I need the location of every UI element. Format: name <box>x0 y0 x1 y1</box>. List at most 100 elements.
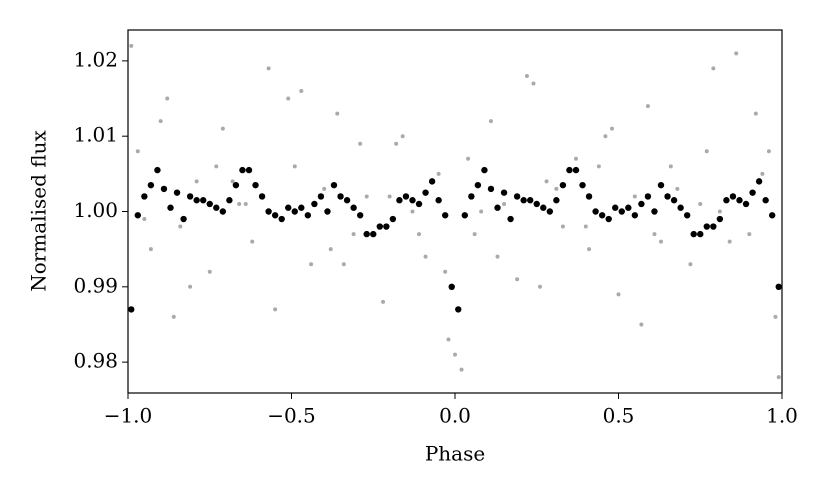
data-point <box>232 181 240 189</box>
data-point <box>370 230 377 238</box>
data-point <box>180 215 187 223</box>
data-point <box>711 66 716 71</box>
data-point <box>230 179 235 184</box>
data-point <box>351 232 356 237</box>
data-point <box>335 111 340 116</box>
data-point <box>167 204 174 211</box>
y-tick-label: 1.01 <box>73 123 118 147</box>
data-point <box>639 322 644 327</box>
data-point <box>704 149 709 154</box>
data-point <box>544 179 549 184</box>
data-point <box>389 215 397 223</box>
data-point <box>697 230 704 238</box>
data-point <box>729 193 737 200</box>
data-point <box>609 126 614 131</box>
data-point <box>402 193 410 200</box>
data-point <box>250 239 255 244</box>
y-axis-label: Normalised flux <box>27 130 51 292</box>
data-point <box>598 212 606 219</box>
data-point <box>644 193 652 200</box>
data-point <box>468 193 475 200</box>
data-point <box>776 375 781 380</box>
data-point <box>428 178 436 185</box>
data-point <box>710 223 717 230</box>
data-point <box>585 193 593 200</box>
data-point <box>448 283 455 291</box>
data-point <box>515 277 520 282</box>
data-point <box>213 204 220 211</box>
data-point <box>670 197 678 204</box>
data-point <box>154 166 161 174</box>
data-point <box>358 141 363 146</box>
data-point <box>311 200 318 208</box>
data-point <box>160 185 168 193</box>
data-point <box>455 306 462 313</box>
data-point <box>322 186 327 191</box>
data-point <box>381 299 386 304</box>
data-point <box>742 200 750 208</box>
data-point <box>727 239 732 244</box>
data-point <box>755 178 763 185</box>
data-point <box>291 208 298 215</box>
data-point <box>657 181 665 189</box>
data-point <box>538 284 543 289</box>
data-point <box>383 223 390 230</box>
data-point <box>135 149 140 154</box>
data-point <box>645 104 650 109</box>
data-point <box>527 197 534 204</box>
data-point <box>749 189 756 196</box>
y-tick-label: 0.98 <box>73 349 118 373</box>
data-point <box>768 212 776 219</box>
data-point <box>142 217 147 222</box>
data-point <box>474 181 482 189</box>
data-point <box>573 156 578 161</box>
data-point <box>612 204 619 211</box>
data-point <box>446 337 451 342</box>
data-point <box>271 212 279 219</box>
data-point <box>186 193 194 200</box>
data-point <box>220 126 225 131</box>
data-point <box>703 223 710 230</box>
data-point <box>734 51 739 56</box>
data-point <box>479 209 484 214</box>
data-point <box>317 193 325 200</box>
data-point <box>400 134 405 139</box>
data-point <box>659 239 664 244</box>
data-point <box>423 254 428 259</box>
data-point <box>207 269 212 274</box>
data-point <box>500 189 508 196</box>
data-point <box>466 156 471 161</box>
data-point <box>417 232 422 237</box>
data-point <box>487 185 495 193</box>
data-point <box>134 212 142 219</box>
data-point <box>273 307 278 312</box>
data-point <box>664 193 671 200</box>
data-point <box>178 224 183 229</box>
x-tick-label: −0.5 <box>267 404 316 428</box>
data-point <box>760 171 765 176</box>
data-point <box>625 204 632 211</box>
data-point <box>328 247 333 252</box>
data-point <box>188 284 193 289</box>
y-tick-label: 1.00 <box>73 198 118 222</box>
y-tick-label: 0.99 <box>73 273 118 297</box>
data-point <box>252 181 259 189</box>
data-point <box>775 283 782 291</box>
data-point <box>147 181 155 189</box>
data-point <box>193 197 200 204</box>
data-point <box>363 230 370 238</box>
data-point <box>531 81 536 86</box>
data-point <box>524 73 529 78</box>
data-point <box>753 111 758 116</box>
data-point <box>219 208 227 215</box>
data-point <box>214 164 219 169</box>
data-point <box>258 193 266 200</box>
data-point <box>129 43 134 48</box>
data-point <box>587 247 592 252</box>
data-point <box>343 197 351 204</box>
data-point <box>226 197 233 204</box>
data-point <box>171 314 176 319</box>
data-point <box>158 119 163 124</box>
data-point <box>441 212 449 219</box>
x-tick-label: 1.0 <box>766 404 798 428</box>
